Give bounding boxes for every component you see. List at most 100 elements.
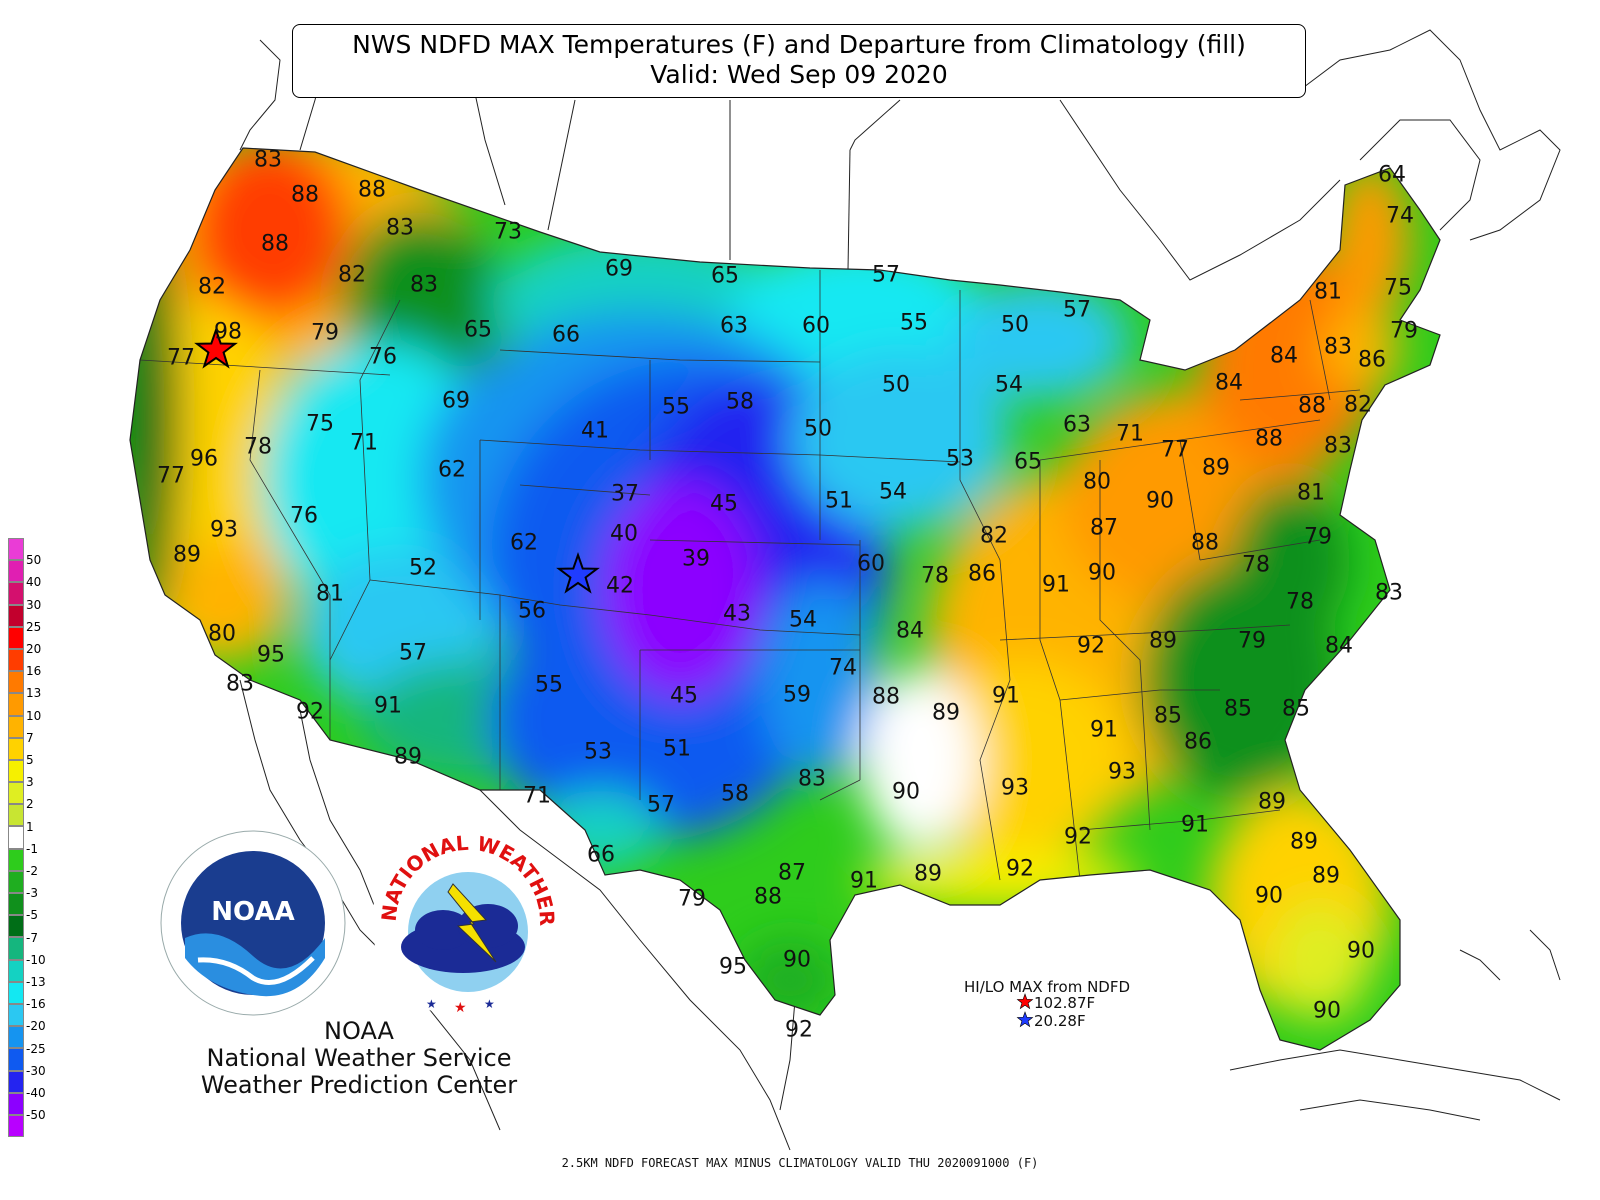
legend-swatch	[8, 759, 24, 783]
temperature-label: 82	[198, 274, 226, 300]
temperature-label: 53	[584, 739, 612, 765]
temperature-label: 88	[358, 177, 386, 203]
legend-swatch	[8, 560, 24, 583]
credit-nws: National Weather Service	[206, 1044, 512, 1072]
temperature-label: 91	[374, 693, 402, 719]
legend-swatch	[8, 648, 24, 672]
svg-text:★: ★	[426, 997, 437, 1011]
temperature-label: 84	[1270, 343, 1298, 369]
noaa-logo-text: NOAA	[211, 897, 294, 927]
temperature-label: 52	[409, 555, 437, 581]
legend-swatch	[8, 804, 24, 827]
temperature-label: 89	[1312, 863, 1340, 889]
temperature-label: 74	[1386, 203, 1414, 229]
temperature-label: 78	[1286, 589, 1314, 615]
temperature-label: 76	[290, 503, 318, 529]
legend-swatch	[8, 737, 24, 760]
temperature-label: 57	[1063, 297, 1091, 323]
temperature-label: 86	[968, 561, 996, 587]
legend-swatch	[8, 671, 24, 694]
legend-label: -16	[26, 997, 46, 1012]
legend-swatch	[8, 981, 24, 1004]
temperature-label: 62	[438, 457, 466, 483]
temperature-label: 71	[350, 430, 378, 456]
temperature-label: 87	[778, 860, 806, 886]
legend-swatch	[8, 1070, 24, 1093]
legend-label: -50	[26, 1108, 46, 1123]
temperature-label: 51	[663, 736, 691, 762]
temperature-label: 79	[311, 320, 339, 346]
legend-label: -5	[26, 908, 38, 923]
legend-label: 25	[26, 619, 42, 634]
temperature-label: 66	[552, 322, 580, 348]
temperature-label: 69	[442, 388, 470, 414]
temperature-label: 75	[1384, 275, 1412, 301]
legend-swatch	[8, 1048, 24, 1071]
legend-label: 1	[26, 819, 34, 834]
map-title: NWS NDFD MAX Temperatures (F) and Depart…	[352, 30, 1246, 59]
temperature-label: 65	[1014, 449, 1042, 475]
temperature-label: 77	[167, 345, 195, 371]
noaa-logo: NOAA	[160, 830, 346, 1016]
temperature-label: 84	[1325, 633, 1353, 659]
temperature-label: 91	[850, 868, 878, 894]
legend-label: 13	[26, 686, 42, 701]
state-boundaries	[139, 270, 1361, 881]
credit-wpc: Weather Prediction Center	[200, 1071, 518, 1099]
legend-swatch	[8, 538, 24, 561]
temperature-label: 64	[1378, 162, 1406, 188]
temperature-label: 41	[581, 418, 609, 444]
temperature-label: 83	[410, 272, 438, 298]
temperature-label: 73	[494, 219, 522, 245]
temperature-label: 82	[1344, 392, 1372, 418]
temperature-label: 88	[261, 231, 289, 257]
temperature-label: 89	[173, 542, 201, 568]
legend-swatch	[8, 1003, 24, 1027]
legend-swatch	[8, 959, 24, 982]
temperature-label: 53	[946, 446, 974, 472]
temperature-label: 89	[1202, 455, 1230, 481]
temperature-label: 90	[1347, 938, 1375, 964]
temperature-label: 89	[1290, 829, 1318, 855]
temperature-label: 98	[214, 319, 242, 345]
basemap-outlines	[239, 29, 1561, 1151]
temperature-label: 45	[710, 491, 738, 517]
legend-swatch	[8, 915, 24, 938]
temperature-label: 83	[1375, 580, 1403, 606]
temperature-label: 82	[338, 262, 366, 288]
legend-label: -20	[26, 1019, 46, 1034]
temperature-label: 55	[662, 394, 690, 420]
legend-swatch	[8, 870, 24, 893]
temperature-label: 60	[802, 313, 830, 339]
legend-label: -3	[26, 886, 38, 901]
legend-label: 2	[26, 797, 34, 812]
temperature-label: 55	[535, 672, 563, 698]
legend-swatch	[8, 826, 24, 849]
lo-max-value: 20.28F	[1034, 1012, 1086, 1030]
legend-swatch	[8, 604, 24, 627]
hi-legend-star-icon	[1016, 993, 1034, 1010]
legend-label: -10	[26, 952, 46, 967]
temperature-label: 81	[1314, 279, 1342, 305]
legend-label: 5	[26, 753, 34, 767]
temperature-label: 88	[1255, 426, 1283, 452]
temperature-label: 93	[1001, 775, 1029, 801]
temperature-label: 80	[1083, 469, 1111, 495]
legend-label: 10	[26, 708, 42, 723]
temperature-label: 78	[1242, 552, 1270, 578]
legend-label: 50	[26, 553, 42, 568]
temperature-label: 69	[605, 256, 633, 282]
legend-label: 7	[26, 730, 34, 745]
temperature-label: 51	[825, 488, 853, 514]
temperature-label: 79	[1304, 524, 1332, 550]
temperature-label: 88	[872, 684, 900, 710]
legend-label: 16	[26, 664, 42, 679]
legend-label: -1	[26, 841, 38, 856]
legend-swatch	[8, 848, 24, 871]
temperature-label: 84	[896, 618, 924, 644]
legend-swatch	[8, 1092, 24, 1115]
lo-legend-star-icon	[1016, 1011, 1034, 1028]
temperature-label: 78	[244, 434, 272, 460]
temperature-label: 42	[606, 573, 634, 599]
legend-label: -30	[26, 1063, 46, 1078]
